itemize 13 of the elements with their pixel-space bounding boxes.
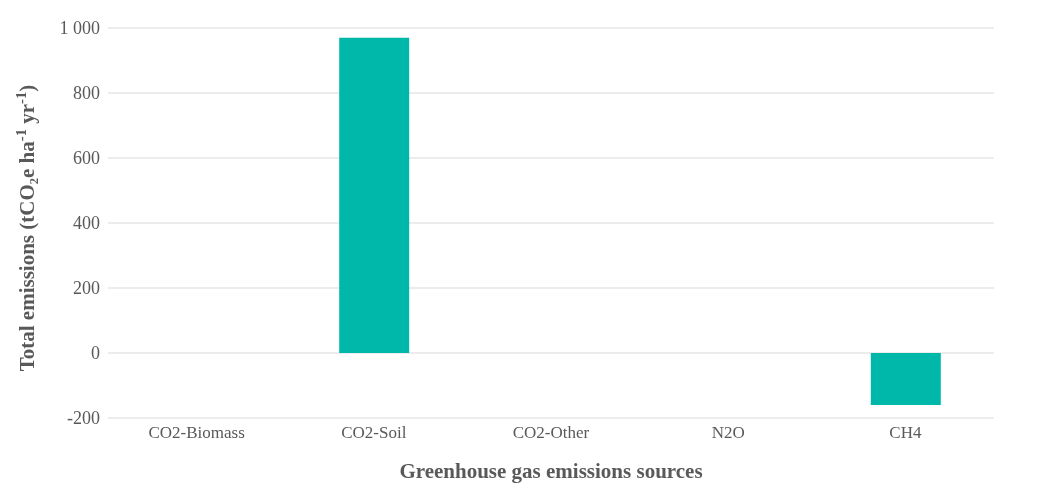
y-tick-label: 400 [73,213,100,234]
y-tick-label: 200 [73,278,100,299]
y-tick-label: 600 [73,148,100,169]
y-tick-label: 800 [73,83,100,104]
x-tick-label: CO2-Soil [341,423,407,443]
x-tick-label: N2O [711,423,745,443]
x-tick-label: CH4 [889,423,922,443]
x-tick-label: CO2-Other [512,423,590,443]
y-tick-label: 1 000 [59,18,100,39]
x-axis-title: Greenhouse gas emissions sources [399,458,703,483]
x-tick-label: CO2-Biomass [148,423,245,443]
y-tick-label: 0 [91,343,100,364]
y-tick-label: -200 [67,408,100,429]
